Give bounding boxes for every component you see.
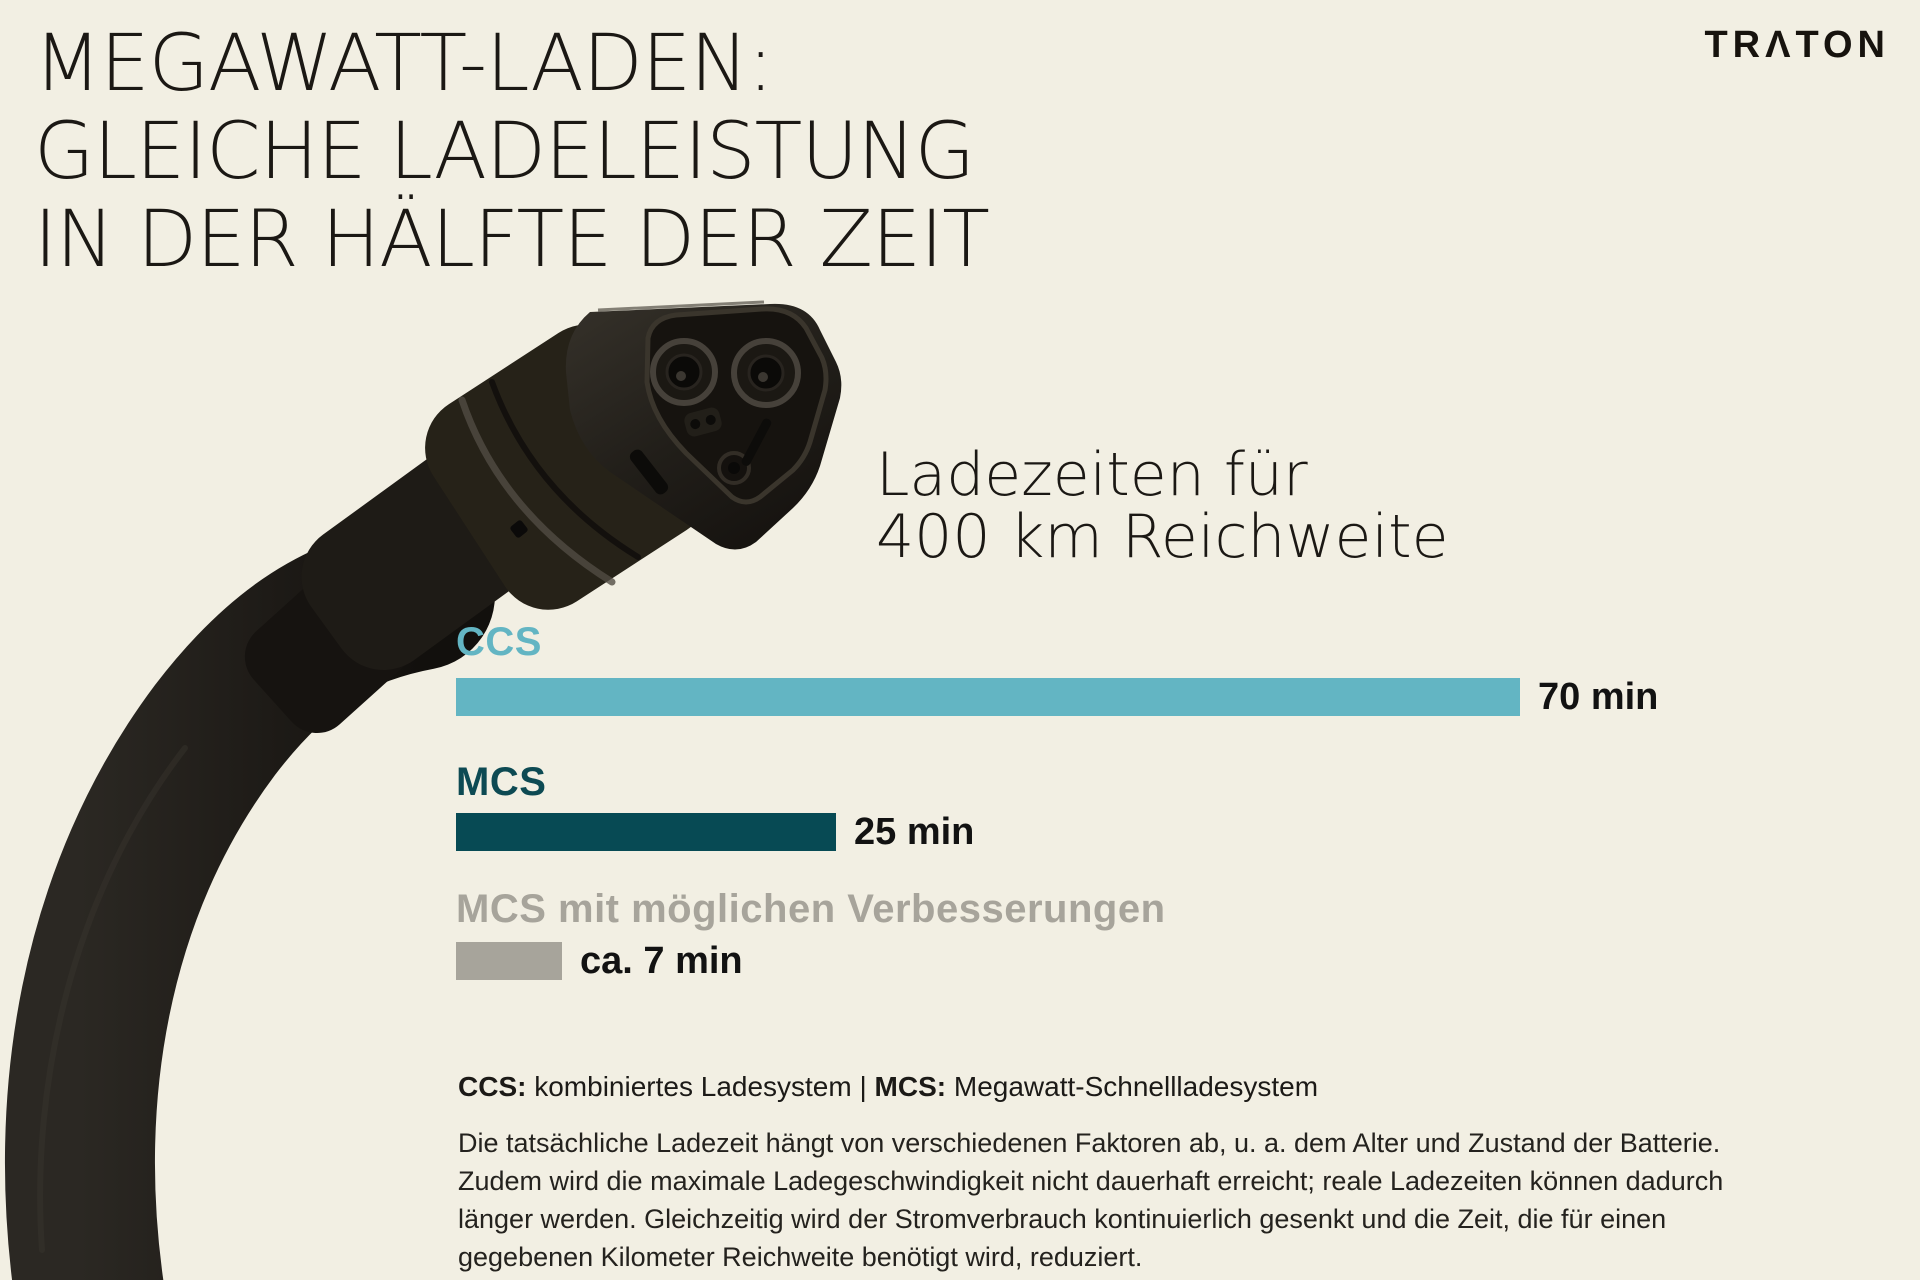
chart-title: Ladezeiten für 400 km Reichweite — [876, 440, 1449, 572]
mcs-charging-connector-illustration — [4, 300, 842, 1280]
mcs-term: MCS: — [874, 1071, 947, 1102]
bar-value-mcs: 25 min — [854, 811, 975, 853]
body-slot — [629, 449, 669, 495]
bar-mcs-improved — [456, 942, 562, 980]
bar-label-mcs: MCS — [456, 760, 547, 804]
bar-label-mcs-improved: MCS mit möglichen Verbesserungen — [456, 887, 1166, 931]
bar-label-ccs: CCS — [456, 620, 542, 664]
bar-ccs — [456, 678, 1520, 716]
cable-highlight — [37, 745, 188, 1253]
disclaimer-text: Die tatsächliche Ladezeit hängt von vers… — [458, 1128, 1724, 1272]
bar-value-mcs-improved: ca. 7 min — [580, 940, 743, 982]
page-title: MEGAWATT-LADEN: GLEICHE LADELEISTUNG IN … — [34, 19, 990, 285]
bar-row-mcs: 25 min — [456, 813, 974, 851]
bar-value-ccs: 70 min — [1538, 676, 1659, 718]
dc-contact-left — [650, 338, 718, 406]
mcs-definition: Megawatt-Schnellladesystem — [946, 1071, 1319, 1102]
face-slash-detail — [741, 418, 772, 466]
bar-row-mcs-improved: ca. 7 min — [456, 942, 743, 980]
collar-ridge-highlight — [458, 396, 616, 586]
collar-ridge-shadow — [489, 379, 641, 560]
pilot-contact — [717, 451, 751, 485]
traton-logo: TRΛTON — [1704, 24, 1890, 66]
ccs-definition: kombiniertes Ladesystem | — [526, 1071, 875, 1102]
signal-terminal — [684, 407, 722, 437]
dc-contact-right — [731, 338, 801, 408]
boot-vent-hole — [510, 520, 528, 538]
bar-mcs — [456, 813, 836, 851]
abbreviation-footnote: CCS: kombiniertes Ladesystem | MCS: Mega… — [458, 1070, 1318, 1104]
bar-row-ccs: 70 min — [456, 678, 1658, 716]
head-top-highlight — [597, 300, 765, 312]
ccs-term: CCS: — [458, 1071, 527, 1102]
